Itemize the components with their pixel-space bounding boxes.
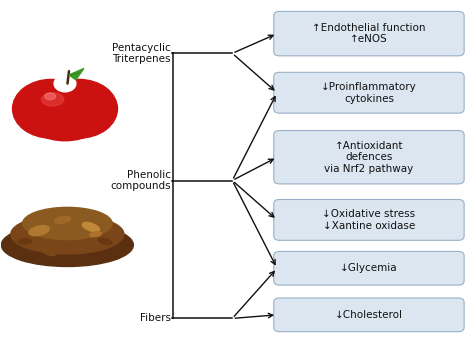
Text: ↑Endothelial function
↑eNOS: ↑Endothelial function ↑eNOS [312,23,426,44]
Ellipse shape [45,93,55,100]
Ellipse shape [55,217,71,223]
Polygon shape [69,69,84,80]
FancyBboxPatch shape [274,298,464,332]
Text: ↓Cholesterol: ↓Cholesterol [335,310,403,320]
FancyBboxPatch shape [274,72,464,113]
Text: Pentacyclic
Triterpenes: Pentacyclic Triterpenes [112,43,171,64]
FancyBboxPatch shape [274,12,464,56]
Text: ↓Glycemia: ↓Glycemia [340,263,398,273]
Ellipse shape [23,207,112,240]
Ellipse shape [90,231,101,237]
Ellipse shape [28,226,50,235]
Ellipse shape [11,214,124,254]
Ellipse shape [98,239,112,244]
FancyBboxPatch shape [274,200,464,240]
Ellipse shape [1,223,133,266]
Circle shape [12,79,90,138]
Circle shape [54,75,76,92]
Text: ↓Proinflammatory
cytokines: ↓Proinflammatory cytokines [321,82,417,104]
Ellipse shape [19,238,31,244]
Ellipse shape [41,249,56,255]
Ellipse shape [69,244,85,253]
FancyBboxPatch shape [274,251,464,285]
Circle shape [40,79,118,138]
Text: ↑Antioxidant
defences
via Nrf2 pathway: ↑Antioxidant defences via Nrf2 pathway [324,141,414,174]
Text: ↓Oxidative stress
↓Xantine oxidase: ↓Oxidative stress ↓Xantine oxidase [322,209,416,231]
FancyBboxPatch shape [274,131,464,184]
Ellipse shape [82,223,100,231]
Ellipse shape [42,93,64,106]
Text: Fibers: Fibers [140,313,171,323]
Text: Phenolic
compounds: Phenolic compounds [110,170,171,191]
Ellipse shape [26,92,105,141]
